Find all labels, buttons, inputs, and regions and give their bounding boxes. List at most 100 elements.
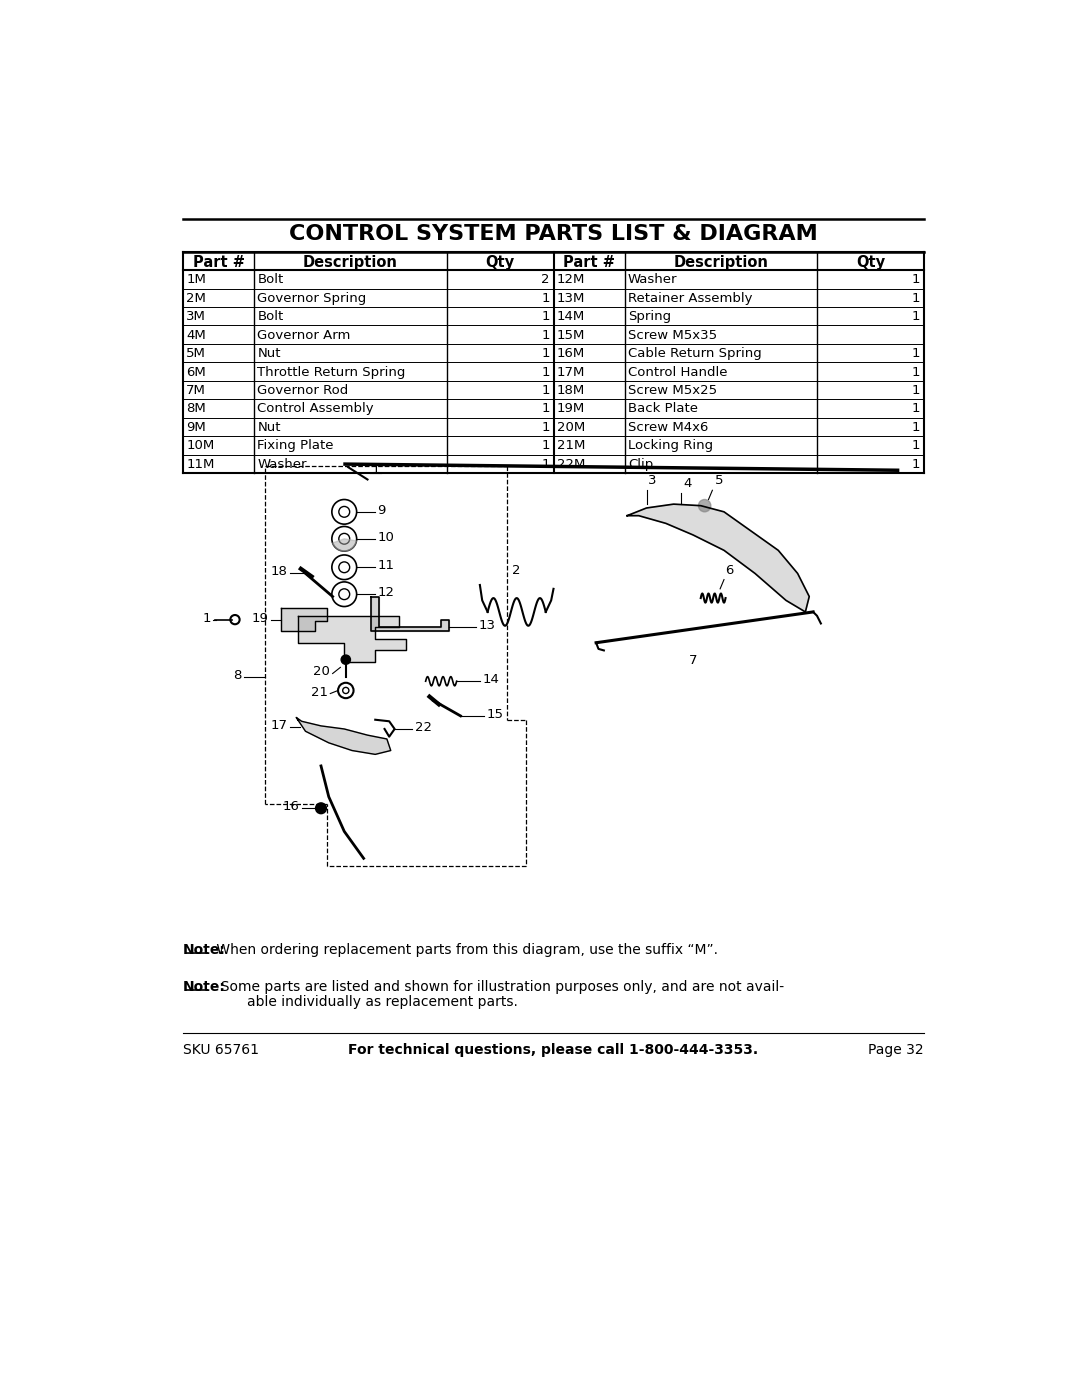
Text: Fixing Plate: Fixing Plate	[257, 440, 334, 453]
Text: 1: 1	[541, 366, 550, 379]
Text: 1: 1	[541, 440, 550, 453]
Text: Control Handle: Control Handle	[627, 366, 728, 379]
Text: 6: 6	[726, 564, 734, 577]
Text: 19M: 19M	[556, 402, 585, 415]
Text: Governor Rod: Governor Rod	[257, 384, 349, 397]
Text: 3M: 3M	[186, 310, 206, 323]
Text: 22M: 22M	[556, 458, 585, 471]
Text: 3: 3	[648, 474, 657, 488]
Text: 2M: 2M	[186, 292, 206, 305]
Text: 16: 16	[283, 800, 299, 813]
Text: 1: 1	[541, 310, 550, 323]
Text: 20M: 20M	[556, 420, 585, 434]
Text: 18M: 18M	[556, 384, 585, 397]
Text: 9: 9	[378, 504, 386, 517]
Text: 18: 18	[271, 566, 287, 578]
Text: 1: 1	[202, 612, 211, 624]
Text: When ordering replacement parts from this diagram, use the suffix “M”.: When ordering replacement parts from thi…	[212, 943, 718, 957]
Text: Part #: Part #	[563, 254, 616, 270]
Text: Some parts are listed and shown for illustration purposes only, and are not avai: Some parts are listed and shown for illu…	[212, 979, 784, 995]
Text: Bolt: Bolt	[257, 274, 284, 286]
Text: 12: 12	[378, 587, 394, 599]
Text: 9M: 9M	[186, 420, 206, 434]
Text: Nut: Nut	[257, 420, 281, 434]
Text: 11M: 11M	[186, 458, 215, 471]
Text: 6M: 6M	[186, 366, 206, 379]
Text: 1: 1	[912, 402, 920, 415]
Polygon shape	[627, 504, 809, 612]
Text: 1: 1	[541, 384, 550, 397]
Text: 10: 10	[378, 531, 394, 543]
Text: 17: 17	[271, 719, 287, 732]
Text: 1: 1	[541, 346, 550, 360]
Text: 5M: 5M	[186, 346, 206, 360]
Text: Page 32: Page 32	[868, 1044, 924, 1058]
Text: 4M: 4M	[186, 328, 206, 342]
Text: 12M: 12M	[556, 274, 585, 286]
Text: 8: 8	[233, 669, 241, 682]
Text: 1: 1	[541, 402, 550, 415]
Text: 8M: 8M	[186, 402, 206, 415]
Text: 22: 22	[415, 721, 432, 733]
Text: 1: 1	[912, 346, 920, 360]
Text: 4: 4	[684, 478, 692, 490]
Text: 21: 21	[311, 686, 328, 698]
Text: 1: 1	[541, 420, 550, 434]
Text: 7M: 7M	[186, 384, 206, 397]
Text: 21M: 21M	[556, 440, 585, 453]
Polygon shape	[298, 616, 406, 662]
Text: 7: 7	[689, 654, 698, 668]
Text: Note:: Note:	[183, 943, 226, 957]
Text: 20: 20	[313, 665, 330, 679]
Text: 1: 1	[912, 274, 920, 286]
Text: Note:: Note:	[183, 979, 226, 995]
Text: 1: 1	[912, 310, 920, 323]
Text: Governor Spring: Governor Spring	[257, 292, 367, 305]
Text: 1: 1	[912, 458, 920, 471]
Circle shape	[341, 655, 350, 665]
Text: 13M: 13M	[556, 292, 585, 305]
Text: Governor Arm: Governor Arm	[257, 328, 351, 342]
Text: For technical questions, please call 1-800-444-3353.: For technical questions, please call 1-8…	[349, 1044, 758, 1058]
Text: Part #: Part #	[192, 254, 245, 270]
Text: Clip: Clip	[627, 458, 653, 471]
Text: 13: 13	[478, 619, 496, 633]
Text: 10M: 10M	[186, 440, 215, 453]
Text: Bolt: Bolt	[257, 310, 284, 323]
Text: 5: 5	[715, 474, 724, 488]
Polygon shape	[281, 608, 327, 631]
Text: Washer: Washer	[627, 274, 677, 286]
Text: 1: 1	[541, 328, 550, 342]
Text: 17M: 17M	[556, 366, 585, 379]
Text: 1: 1	[912, 420, 920, 434]
Text: 2: 2	[512, 564, 521, 577]
Text: 1: 1	[541, 292, 550, 305]
Text: 1M: 1M	[186, 274, 206, 286]
Text: 15: 15	[486, 708, 503, 721]
Text: Locking Ring: Locking Ring	[627, 440, 713, 453]
Text: Throttle Return Spring: Throttle Return Spring	[257, 366, 406, 379]
Text: 1: 1	[372, 462, 380, 476]
Text: Spring: Spring	[627, 310, 671, 323]
Text: Screw M5x35: Screw M5x35	[627, 328, 717, 342]
Text: Washer: Washer	[257, 458, 307, 471]
Text: SKU 65761: SKU 65761	[183, 1044, 259, 1058]
Text: able individually as replacement parts.: able individually as replacement parts.	[212, 996, 517, 1010]
Text: 19: 19	[252, 612, 268, 624]
Text: Cable Return Spring: Cable Return Spring	[627, 346, 761, 360]
Text: 1: 1	[912, 384, 920, 397]
Text: Back Plate: Back Plate	[627, 402, 698, 415]
Text: 1: 1	[912, 292, 920, 305]
Text: 14: 14	[482, 673, 499, 686]
Text: Screw M5x25: Screw M5x25	[627, 384, 717, 397]
Text: Nut: Nut	[257, 346, 281, 360]
Text: Description: Description	[303, 254, 397, 270]
Text: Screw M4x6: Screw M4x6	[627, 420, 708, 434]
Text: 2: 2	[541, 274, 550, 286]
Text: 1: 1	[541, 458, 550, 471]
Text: 1: 1	[912, 440, 920, 453]
Wedge shape	[333, 539, 356, 550]
Text: 11: 11	[378, 559, 394, 573]
Polygon shape	[372, 597, 449, 631]
Text: 15M: 15M	[556, 328, 585, 342]
